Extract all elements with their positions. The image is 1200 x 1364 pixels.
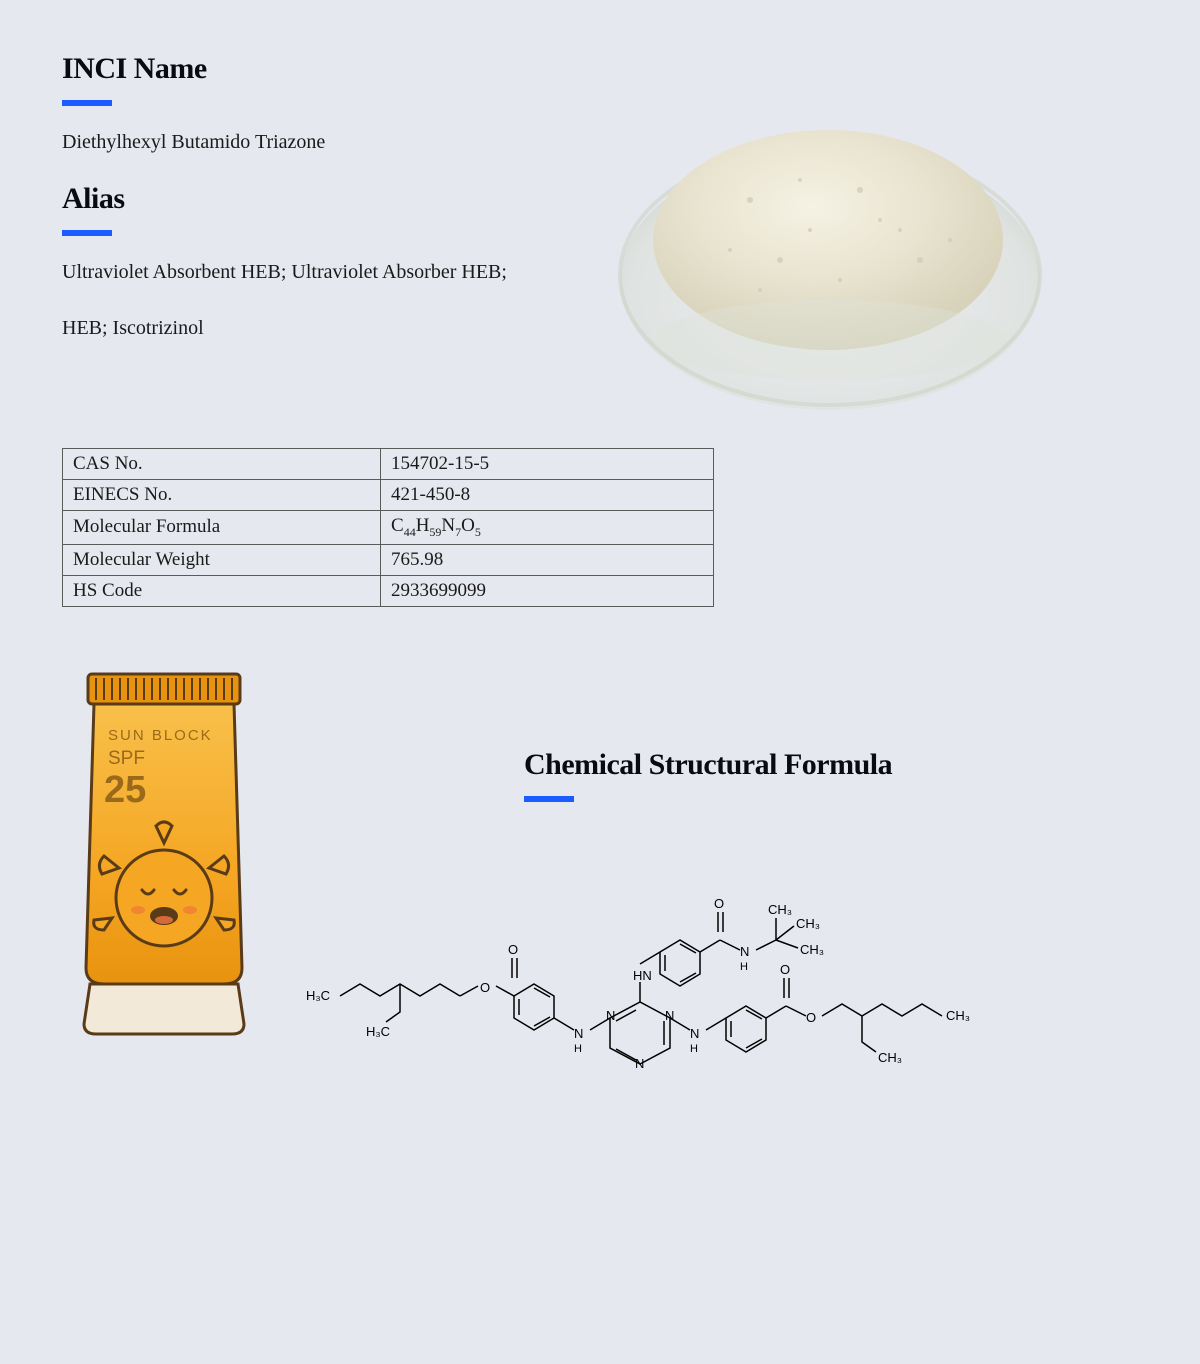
chem-label: CH₃ [796, 916, 820, 931]
inci-value: Diethylhexyl Butamido Triazone [62, 128, 542, 156]
accent-underline [62, 100, 112, 106]
chemical-structure-diagram: H₃C H₃C O O N H N H N N N HN O N H CH₃ C… [300, 836, 1160, 1106]
sunblock-label-num: 25 [104, 769, 146, 811]
prop-value: 765.98 [381, 544, 714, 575]
prop-label: Molecular Formula [63, 511, 381, 545]
chem-label: CH₃ [878, 1050, 902, 1065]
svg-text:O: O [780, 962, 790, 977]
chem-label: CH₃ [768, 902, 792, 917]
svg-text:O: O [508, 942, 518, 957]
powder-dish-image [600, 30, 1060, 430]
accent-underline [524, 796, 574, 802]
svg-text:N: N [690, 1026, 699, 1041]
chem-label: H₃C [306, 988, 330, 1003]
accent-underline [62, 230, 112, 236]
alias-block: Alias Ultraviolet Absorbent HEB; Ultravi… [62, 182, 542, 342]
table-row: Molecular Weight 765.98 [63, 544, 714, 575]
prop-value: 421-450-8 [381, 480, 714, 511]
sunblock-label-top: SUN BLOCK [108, 727, 213, 744]
inci-heading: INCI Name [62, 52, 542, 86]
table-row: Molecular Formula C44H59N7O5 [63, 511, 714, 545]
svg-text:O: O [480, 980, 490, 995]
svg-text:O: O [714, 896, 724, 911]
svg-text:H: H [690, 1043, 698, 1055]
sunblock-tube-image: SUN BLOCK SPF 25 [74, 668, 254, 1038]
alias-heading: Alias [62, 182, 542, 216]
svg-text:N: N [635, 1056, 644, 1071]
structural-heading: Chemical Structural Formula [524, 748, 892, 782]
svg-text:HN: HN [633, 968, 652, 983]
structural-heading-block: Chemical Structural Formula [524, 748, 892, 824]
prop-label: Molecular Weight [63, 544, 381, 575]
prop-label: HS Code [63, 575, 381, 606]
prop-value: 2933699099 [381, 575, 714, 606]
svg-text:N: N [665, 1008, 674, 1023]
sunblock-label-spf: SPF [108, 748, 145, 769]
table-row: HS Code 2933699099 [63, 575, 714, 606]
table-row: CAS No. 154702-15-5 [63, 449, 714, 480]
prop-label: CAS No. [63, 449, 381, 480]
svg-text:N: N [740, 944, 749, 959]
info-block: INCI Name Diethylhexyl Butamido Triazone… [62, 52, 542, 342]
svg-text:H: H [740, 961, 748, 973]
alias-line2: HEB; Iscotrizinol [62, 314, 542, 342]
prop-label: EINECS No. [63, 480, 381, 511]
svg-text:N: N [574, 1026, 583, 1041]
table-row: EINECS No. 421-450-8 [63, 480, 714, 511]
chem-label: CH₃ [800, 942, 824, 957]
svg-text:O: O [806, 1010, 816, 1025]
svg-text:H: H [574, 1043, 582, 1055]
chem-label: H₃C [366, 1024, 390, 1039]
chem-label: CH₃ [946, 1008, 970, 1023]
svg-text:N: N [606, 1008, 615, 1023]
properties-table: CAS No. 154702-15-5 EINECS No. 421-450-8… [62, 448, 714, 607]
prop-value-formula: C44H59N7O5 [381, 511, 714, 545]
prop-value: 154702-15-5 [381, 449, 714, 480]
alias-line1: Ultraviolet Absorbent HEB; Ultraviolet A… [62, 258, 542, 286]
